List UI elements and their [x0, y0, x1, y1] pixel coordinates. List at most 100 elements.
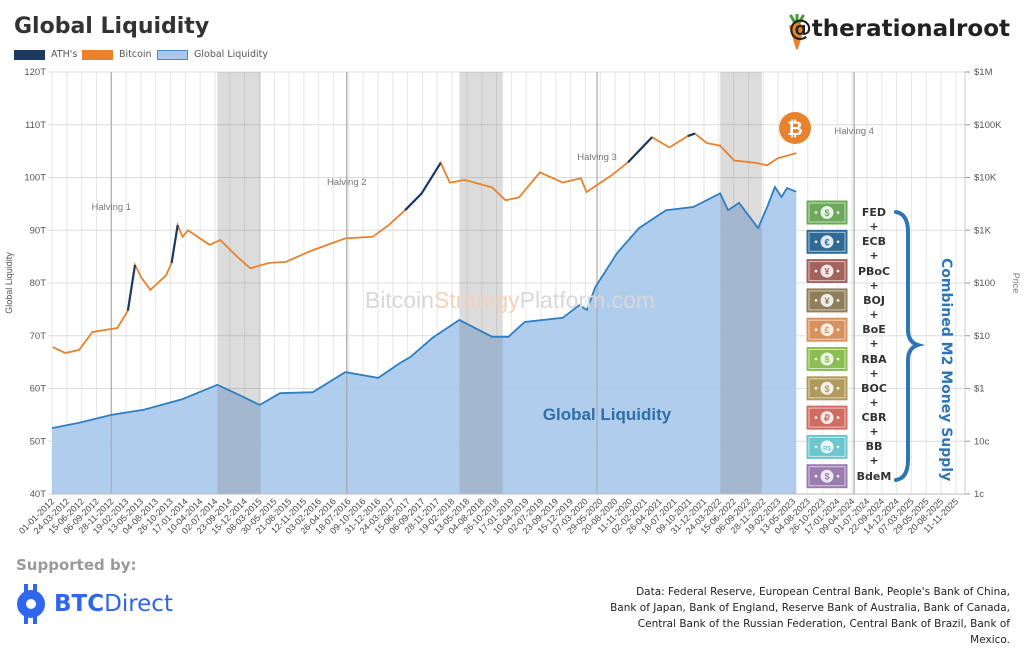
y-right-tick-label: 10c: [974, 436, 990, 447]
halving-lines: Halving 1 Halving 2 Halving 3 Halving 4: [91, 72, 874, 494]
banknote-dot: [814, 474, 818, 478]
currency-symbol: $: [824, 355, 829, 365]
ath-segment: [404, 162, 442, 211]
m2-label: Combined M2 Money Supply: [938, 258, 954, 482]
y-left-axis-title: Global Liquidity: [4, 252, 14, 314]
currency-symbol: ¥: [824, 267, 829, 277]
watermark: BitcoinStrategyPlatform.com: [365, 287, 655, 313]
btc-direct-wordmark: BTCDirect: [54, 591, 173, 617]
y-right-tick-label: $10K: [974, 173, 997, 184]
currency-symbol: R$: [823, 446, 831, 452]
halving-label: Halving 1: [91, 202, 131, 213]
legend-label-ath: ATH's: [51, 49, 78, 60]
banknote-bb-icon: R$: [805, 433, 849, 460]
page-title: Global Liquidity: [14, 14, 210, 39]
banknote-seal: [820, 411, 834, 425]
ath-segment: [627, 136, 653, 163]
plus-sign: +: [869, 249, 879, 263]
legend-global-liquidity[interactable]: Global Liquidity: [157, 49, 268, 60]
y-right-tick-label: $100: [974, 278, 995, 289]
currency-symbol: $: [824, 384, 829, 394]
ath-segment: [170, 224, 179, 264]
plus-sign: +: [869, 425, 879, 439]
banknote-seal: [820, 440, 834, 454]
banknote-dot: [836, 445, 840, 449]
plus-sign: +: [869, 454, 879, 468]
banknote-seal: [820, 469, 834, 483]
author-handle[interactable]: @therationalroot: [788, 16, 1010, 42]
central-bank-label: BOC: [861, 381, 887, 395]
central-bank-label: BoE: [862, 323, 886, 337]
central-bank-label: BdeM: [856, 469, 892, 483]
y-right-tick-label: $10: [974, 331, 990, 342]
banknote-dot: [836, 299, 840, 302]
banknote-dot: [814, 328, 818, 332]
legend-ath[interactable]: ATH's: [14, 49, 77, 60]
halving-label: Halving 4: [834, 126, 874, 137]
bitcoin-logo-icon: ₿: [779, 112, 811, 144]
banknote-seal: [820, 235, 834, 249]
legend-bitcoin[interactable]: Bitcoin: [82, 49, 152, 60]
banknote-body: [805, 433, 849, 460]
banknote-seal: [820, 206, 834, 219]
central-bank-label: FED: [861, 206, 887, 219]
banknote-pboc-icon: ¥: [805, 258, 849, 285]
banknote-boc-icon: $: [805, 375, 849, 402]
central-bank-label: ECB: [862, 235, 886, 249]
banknote-dot: [814, 387, 818, 390]
banknote-seal: [820, 352, 834, 366]
y-left-tick-label: 90T: [30, 225, 47, 236]
btc-direct-logo[interactable]: BTCDirect: [16, 583, 173, 625]
banknote-border: [808, 436, 846, 457]
y-right-tick-label: $1M: [974, 67, 993, 78]
banknote-seal: [820, 323, 834, 337]
banknote-seal: [820, 381, 834, 395]
data-source-note: Data: Federal Reserve, European Central …: [610, 586, 1010, 646]
y-left-tick-label: 50T: [30, 436, 47, 447]
banknote-border: [808, 319, 846, 340]
banknote-dot: [836, 357, 840, 361]
btc-direct-icon: [17, 584, 45, 624]
y-left-tick-label: 70T: [30, 331, 47, 342]
currency-symbol: $: [824, 208, 829, 218]
series-lines: [51, 132, 797, 429]
global-liquidity-area: [52, 187, 797, 494]
y-left-tick-label: 40T: [30, 489, 47, 500]
banknote-dot: [814, 416, 818, 419]
banknote-bdem-icon: $: [805, 463, 849, 490]
ath-segment: [687, 132, 696, 138]
banknote-dot: [836, 328, 840, 332]
banknote-boe-icon: £: [805, 316, 849, 343]
banknote-border: [808, 466, 846, 487]
bear-market-band: [720, 72, 762, 494]
y-left-tick-label: 80T: [30, 278, 47, 289]
axes: 01-01-201224-03-201215-06-201206-09-2012…: [4, 67, 1021, 536]
plus-sign: +: [869, 366, 879, 380]
banknote-cbr-icon: ₽: [805, 404, 849, 431]
banknote-dot: [814, 299, 818, 302]
central-bank-label: RBA: [861, 352, 887, 366]
plus-sign: +: [869, 337, 879, 351]
y-right-tick-label: $1: [974, 384, 985, 395]
y-left-tick-label: 100T: [24, 173, 46, 184]
legend-label-bitcoin: Bitcoin: [119, 49, 152, 60]
banknote-seal: [820, 293, 834, 307]
global-liquidity-series-label: Global Liquidity: [543, 405, 672, 424]
banknote-rba-icon: $: [805, 346, 849, 372]
central-bank-label: BOJ: [863, 293, 885, 307]
banknote-dot: [814, 240, 818, 244]
svg-text:₿: ₿: [787, 119, 802, 140]
banknotes: $ € ¥ ¥ £ $ $ ₽ R$ $: [805, 199, 849, 490]
banknote-seal: [820, 264, 834, 278]
y-right-tick-label: $1K: [974, 225, 992, 236]
banknote-dot: [836, 240, 840, 244]
currency-symbol: £: [824, 325, 829, 335]
banknote-dot: [814, 357, 818, 361]
carrot-icon: [789, 14, 805, 50]
liquidity-area-layer: [52, 187, 797, 494]
bear-market-band: [459, 72, 503, 494]
y-left-tick-label: 110T: [25, 120, 46, 131]
central-bank-label: CBR: [861, 411, 887, 425]
halving-label: Halving 2: [327, 177, 367, 188]
